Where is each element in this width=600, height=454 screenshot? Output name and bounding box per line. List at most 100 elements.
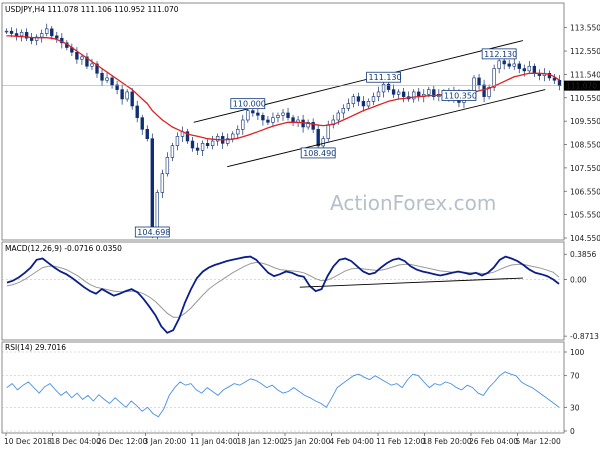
candle-body (532, 65, 537, 74)
candle-body (266, 119, 270, 123)
price-annotation-box (481, 48, 517, 60)
price-annotation-box (366, 71, 401, 83)
candle-body (346, 103, 351, 109)
x-tick-label: 11 Feb 12:00 (376, 437, 425, 446)
candle-body (50, 28, 54, 37)
rsi-y-tick-label: 0 (570, 427, 575, 436)
current-price-label: 111.070 (566, 82, 597, 91)
candle-body (341, 108, 346, 114)
candle-body (386, 83, 391, 90)
x-tick-label: 11 Jan 04:00 (190, 437, 238, 446)
x-tick-label: 4 Feb 04:00 (330, 437, 375, 446)
candle-body (75, 51, 79, 60)
x-tick-label: 26 Feb 04:00 (469, 437, 518, 446)
candle-body (391, 89, 396, 95)
price-annotations: 104.698 110.000 108.490 111.130 110.350 112.1… (134, 48, 517, 238)
candle-body (487, 86, 491, 97)
candle-body (160, 173, 165, 193)
watermark: ActionForex.com (330, 191, 496, 215)
candle-body (261, 115, 265, 121)
candle-body (4, 30, 9, 33)
x-tick-label: 10 Dec 2018 (4, 437, 52, 446)
main-y-tick-label: 110.550 (570, 94, 600, 103)
price-annotation-label: 110.000 (233, 100, 266, 109)
candle-body (497, 60, 501, 69)
main-y-tick-label: 109.550 (570, 117, 600, 126)
candle-body (170, 145, 175, 158)
candle-body (135, 105, 139, 118)
candle-body (231, 133, 235, 139)
rsi-y-axis: 100 70 30 0 (2, 348, 585, 436)
x-tick-label: 25 Jan 20:00 (283, 437, 331, 446)
price-annotation: 104.698 (134, 226, 170, 238)
macd-panel: MACD(12,26,9) -0.0716 0.0350 0.3856 0.00 -… (1, 241, 599, 341)
macd-y-tick-label: -0.8713 (570, 332, 599, 341)
rsi-y-tick-label: 100 (570, 348, 585, 357)
candle-body (256, 112, 260, 116)
candle-body (100, 72, 104, 81)
candle-body (502, 60, 506, 65)
main-y-tick-label: 105.550 (570, 211, 600, 220)
candle-body (477, 77, 481, 86)
rsi-panel-title: RSI(14) 29.7016 (5, 343, 66, 352)
x-tick-label: 26 Dec 12:00 (97, 437, 148, 446)
rsi-panel-frame (1, 341, 565, 434)
macd-panel-title: MACD(12,26,9) -0.0716 0.0350 (5, 244, 122, 253)
main-panel-frame (1, 2, 565, 241)
current-price-bg (564, 80, 600, 91)
candle-body (276, 115, 280, 118)
candle-body (200, 143, 205, 151)
price-annotation-box (441, 90, 477, 101)
candle-body (286, 112, 290, 118)
price-annotation-label: 108.490 (303, 149, 336, 158)
price-annotation-box (300, 147, 336, 159)
candle-body (361, 100, 366, 107)
main-panel: USDJPY,H4 111.078 111.106 110.952 111.07… (1, 2, 600, 243)
macd-y-axis: 0.3856 0.00 -0.8713 (2, 250, 599, 341)
macd-panel-frame (1, 241, 565, 341)
rsi-panel: RSI(14) 29.7016 100 70 30 0 (1, 341, 585, 436)
candle-body (401, 91, 406, 97)
main-y-tick-label: 108.550 (570, 141, 600, 150)
candle-body (251, 110, 255, 114)
candle-body (165, 157, 170, 175)
candle-body (306, 122, 310, 128)
candle-body (412, 91, 416, 100)
candle-body (311, 122, 315, 130)
x-tick-label: 18 Dec 04:00 (51, 437, 102, 446)
rsi-y-tick-label: 30 (570, 403, 580, 412)
price-annotation: 110.350 (441, 90, 477, 101)
candle-body (140, 117, 144, 130)
candle-body (427, 89, 431, 95)
candle-body (432, 89, 436, 97)
price-annotation-label: 104.698 (137, 228, 170, 237)
macd-trendline (299, 277, 523, 288)
macd-line (6, 255, 560, 334)
price-annotation: 112.130 (481, 48, 517, 60)
price-annotation-label: 111.130 (369, 73, 402, 82)
candle-body (522, 68, 526, 72)
candle-body (130, 91, 134, 107)
candle-body (326, 124, 330, 139)
candle-body (150, 138, 154, 235)
main-y-axis: 113.550 112.550 111.540 110.550 109.550 108.5… (564, 24, 600, 243)
candle-body (95, 63, 99, 74)
candle-body (236, 129, 240, 135)
price-annotation-box (230, 98, 266, 110)
candle-body (115, 84, 119, 90)
price-annotation-label: 112.130 (484, 50, 517, 59)
candle-body (90, 63, 94, 67)
price-annotation-label: 110.350 (444, 91, 477, 100)
candle-body (175, 136, 180, 146)
main-y-tick-label: 104.550 (570, 234, 600, 243)
x-tick-label: 3 Jan 20:00 (144, 437, 187, 446)
candle-body (527, 65, 532, 72)
macd-y-tick-label: 0.3856 (570, 250, 596, 259)
candle-body (105, 77, 109, 81)
main-y-tick-label: 112.550 (570, 47, 600, 56)
macd-signal-line (6, 261, 560, 318)
candle-body (14, 33, 19, 37)
main-y-tick-label: 106.550 (570, 187, 600, 196)
